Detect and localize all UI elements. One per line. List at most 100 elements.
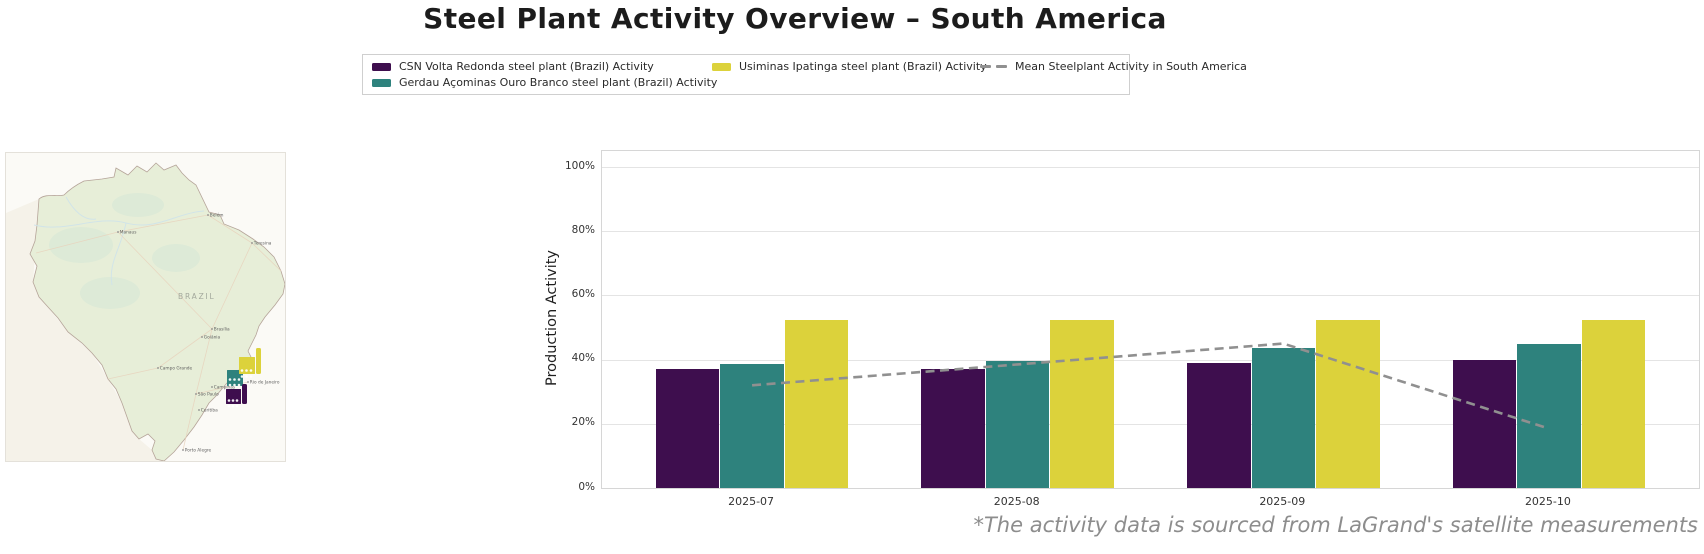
city-label-Manaus: Manaus [120, 230, 137, 236]
factory-window [240, 375, 244, 378]
city-dot-Campo Grande [157, 367, 159, 369]
factory-window [237, 378, 241, 381]
factory-window [228, 383, 232, 387]
road-lines [35, 214, 282, 451]
x-tick-label-2025-10: 2025-10 [1524, 495, 1571, 508]
factory-window [235, 399, 239, 402]
plant-marker-csn-volta-redonda [226, 384, 247, 408]
city-dot-Teresina [251, 242, 253, 244]
dash-segment [980, 65, 991, 68]
mean-line-overlay [751, 342, 1550, 430]
dash-segment [996, 65, 1007, 68]
bar-csn-2025-08 [921, 369, 985, 488]
y-tick-label-40: 40% [571, 352, 595, 365]
plant-marker-usiminas-ipatinga [239, 348, 261, 378]
y-axis-title: Production Activity [544, 250, 560, 386]
grid-line-80 [602, 231, 1699, 233]
river-lines [33, 196, 205, 286]
mean-line-legend-sample [980, 65, 1007, 68]
x-tick-label-2025-09: 2025-09 [1259, 495, 1306, 508]
map-plant-markers [226, 348, 261, 408]
terrain-patches [49, 193, 200, 309]
bar-csn-2025-09 [1187, 362, 1251, 488]
y-tick-label-20: 20% [571, 416, 595, 429]
legend-swatch-csn [372, 62, 391, 71]
y-tick-label-100: 100% [564, 159, 595, 172]
mean-activity-line [751, 342, 1550, 430]
city-label-Belém: Belém [210, 212, 224, 219]
city-label-Curitiba: Curitiba [201, 408, 218, 414]
bar-usiminas-2025-07 [784, 320, 849, 488]
factory-window [233, 378, 236, 381]
chart-legend: CSN Volta Redonda steel plant (Brazil) A… [362, 54, 1247, 95]
legend-item-csn: CSN Volta Redonda steel plant (Brazil) A… [372, 60, 712, 73]
legend-item-mean: Mean Steelplant Activity in South Americ… [980, 60, 1247, 73]
city-dot-Belém [207, 214, 209, 216]
bar-usiminas-2025-10 [1581, 320, 1646, 488]
factory-chimney [242, 384, 247, 404]
grid-line-40 [602, 359, 1699, 361]
x-tick-label-2025-08: 2025-08 [993, 495, 1040, 508]
legend-label-csn: CSN Volta Redonda steel plant (Brazil) A… [399, 60, 654, 73]
legend-swatch-gerdau [372, 78, 391, 87]
city-label-Campinas: Campinas [214, 385, 236, 391]
factory-window [227, 399, 231, 402]
city-label-Campo Grande: Campo Grande [160, 366, 193, 372]
city-label-Brasília: Brasília [214, 326, 230, 333]
city-label-São Paulo: São Paulo [198, 392, 219, 398]
legend-label-usiminas: Usiminas Ipatinga steel plant (Brazil) A… [739, 60, 987, 73]
factory-window [228, 378, 232, 381]
factory-window [235, 404, 239, 408]
factory-window [237, 383, 241, 387]
bar-csn-2025-10 [1452, 359, 1517, 488]
x-tick-label-2025-07: 2025-07 [728, 495, 775, 508]
city-dot-Manaus [117, 231, 119, 233]
city-label-Teresina: Teresina [253, 241, 272, 247]
city-dot-Campinas [211, 386, 213, 388]
bar-usiminas-2025-09 [1316, 320, 1380, 488]
y-tick-label-80: 80% [571, 223, 595, 236]
bar-gerdau-2025-10 [1517, 343, 1581, 488]
bar-csn-2025-07 [655, 369, 720, 488]
brazil-map: BRAZIL Manaus Belém Teresina Brasília Goiânia… [5, 152, 286, 462]
city-label-Goiânia: Goiânia [204, 334, 221, 341]
city-dot-Goiânia [201, 336, 203, 338]
city-label-Rio de Janeiro: Rio de Janeiro [250, 380, 280, 386]
country-label: BRAZIL [178, 292, 216, 301]
factory-window [233, 383, 236, 387]
city-dot-Porto Alegre [182, 449, 184, 451]
legend-item-usiminas: Usiminas Ipatinga steel plant (Brazil) A… [712, 60, 987, 73]
city-dot-Curitiba [198, 409, 200, 411]
bar-gerdau-2025-09 [1251, 348, 1316, 488]
city-dot-Brasília [211, 328, 213, 330]
legend-swatch-usiminas [712, 62, 731, 71]
plot-area [601, 150, 1700, 489]
factory-chimney [256, 348, 261, 374]
factory-window [245, 375, 248, 378]
neighbor-land-shape [6, 199, 164, 461]
source-footnote: *The activity data is sourced from LaGra… [973, 513, 1698, 537]
grid-line-100 [602, 167, 1699, 169]
y-tick-label-0: 0% [578, 480, 595, 493]
factory-body [227, 370, 243, 386]
y-tick-label-60: 60% [571, 287, 595, 300]
grid-line-20 [602, 423, 1699, 425]
factory-window [227, 404, 231, 408]
city-dot-São Paulo [195, 393, 197, 395]
legend-item-gerdau: Gerdau Açominas Ouro Branco steel plant … [372, 76, 717, 89]
factory-window [249, 369, 253, 372]
legend-label-gerdau: Gerdau Açominas Ouro Branco steel plant … [399, 76, 718, 89]
city-label-Porto Alegre: Porto Alegre [185, 448, 212, 454]
factory-window [245, 369, 248, 372]
factory-window [231, 404, 235, 408]
factory-window [240, 369, 244, 372]
bar-usiminas-2025-08 [1050, 320, 1114, 488]
grid-line-60 [602, 295, 1699, 297]
page-title: Steel Plant Activity Overview – South Am… [423, 2, 1167, 35]
map-labels: BRAZIL Manaus Belém Teresina BrasíliaGoiânia… [117, 212, 280, 454]
factory-body [226, 389, 241, 404]
factory-window [231, 399, 235, 402]
legend-label-mean: Mean Steelplant Activity in South Americ… [1015, 60, 1247, 73]
factory-window [249, 375, 253, 378]
